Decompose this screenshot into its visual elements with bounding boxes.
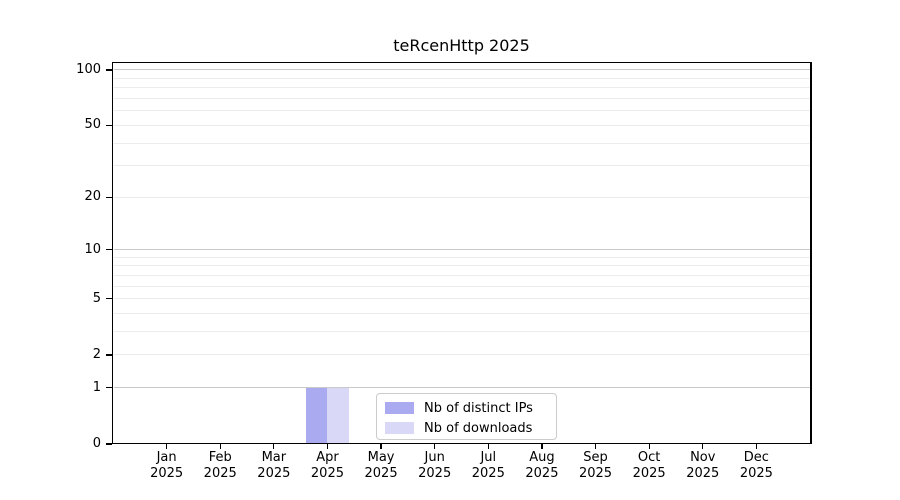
bar-downloads	[327, 387, 349, 443]
legend-item-distinct-ips: Nb of distinct IPs	[385, 398, 556, 418]
x-tick-mark	[648, 444, 650, 449]
top-spine	[112, 61, 812, 63]
y-tick-mark	[106, 354, 112, 356]
legend-label-distinct-ips: Nb of distinct IPs	[424, 400, 533, 416]
y-tick-mark	[106, 196, 112, 198]
x-tick-mark	[541, 444, 543, 449]
x-tick-label: Nov 2025	[686, 450, 720, 481]
y-tick-label: 2	[92, 346, 101, 362]
x-tick-mark	[273, 444, 275, 449]
y-tick-label: 50	[84, 117, 101, 133]
x-tick-label: May 2025	[364, 450, 398, 481]
chart-title: teRcenHttp 2025	[393, 36, 530, 55]
major-gridline	[114, 249, 810, 251]
major-gridline	[114, 69, 810, 71]
x-tick-mark	[326, 444, 329, 449]
x-tick-mark	[702, 444, 704, 449]
y-tick-label: 1	[92, 379, 101, 395]
x-tick-mark	[434, 444, 436, 449]
left-spine	[112, 61, 114, 445]
right-spine	[810, 61, 812, 445]
minor-gridline	[114, 313, 810, 315]
y-tick-mark	[106, 249, 112, 251]
x-tick-label: Aug 2025	[525, 450, 559, 481]
minor-gridline	[114, 256, 810, 258]
x-tick-label: Mar 2025	[257, 450, 291, 481]
minor-gridline	[114, 165, 810, 167]
y-tick-label: 0	[92, 436, 101, 451]
minor-gridline	[114, 274, 810, 276]
legend-swatch-distinct-ips	[385, 402, 414, 414]
x-tick-label: Dec 2025	[739, 450, 773, 481]
minor-gridline	[114, 298, 810, 300]
minor-gridline	[114, 142, 810, 144]
x-tick-label: Jan 2025	[150, 450, 184, 481]
minor-gridline	[114, 196, 810, 198]
minor-gridline	[114, 110, 810, 112]
x-tick-mark	[380, 444, 382, 449]
y-tick-label: 10	[84, 241, 101, 257]
legend: Nb of distinct IPs Nb of downloads	[376, 393, 557, 440]
major-gridline	[114, 387, 810, 389]
legend-label-downloads: Nb of downloads	[424, 420, 533, 436]
y-tick-label: 5	[92, 290, 101, 306]
minor-gridline	[114, 265, 810, 267]
legend-item-downloads: Nb of downloads	[385, 418, 556, 438]
x-tick-mark	[487, 444, 489, 449]
x-tick-mark	[219, 444, 221, 449]
minor-gridline	[114, 98, 810, 100]
legend-swatch-downloads	[385, 422, 414, 434]
minor-gridline	[114, 124, 810, 126]
bar-distinct-ips	[305, 387, 328, 443]
y-tick-mark	[106, 124, 112, 126]
y-tick-label: 100	[76, 61, 101, 77]
y-tick-mark	[106, 387, 112, 389]
x-tick-label: Oct 2025	[632, 450, 666, 481]
x-tick-label: Jul 2025	[471, 450, 505, 481]
x-tick-mark	[594, 444, 597, 449]
x-tick-mark	[755, 444, 758, 449]
bottom-spine	[112, 443, 812, 445]
x-tick-label: Feb 2025	[203, 450, 237, 481]
x-tick-mark	[165, 444, 168, 449]
minor-gridline	[114, 87, 810, 89]
x-tick-label: Sep 2025	[578, 450, 613, 481]
y-tick-mark	[106, 298, 112, 300]
minor-gridline	[114, 285, 810, 287]
y-tick-mark	[106, 69, 112, 71]
x-tick-label: Jun 2025	[418, 450, 452, 481]
minor-gridline	[114, 354, 810, 356]
x-tick-label: Apr 2025	[310, 450, 344, 481]
minor-gridline	[114, 77, 810, 79]
y-tick-label: 20	[84, 189, 101, 205]
minor-gridline	[114, 331, 810, 333]
y-tick-mark	[106, 443, 112, 445]
